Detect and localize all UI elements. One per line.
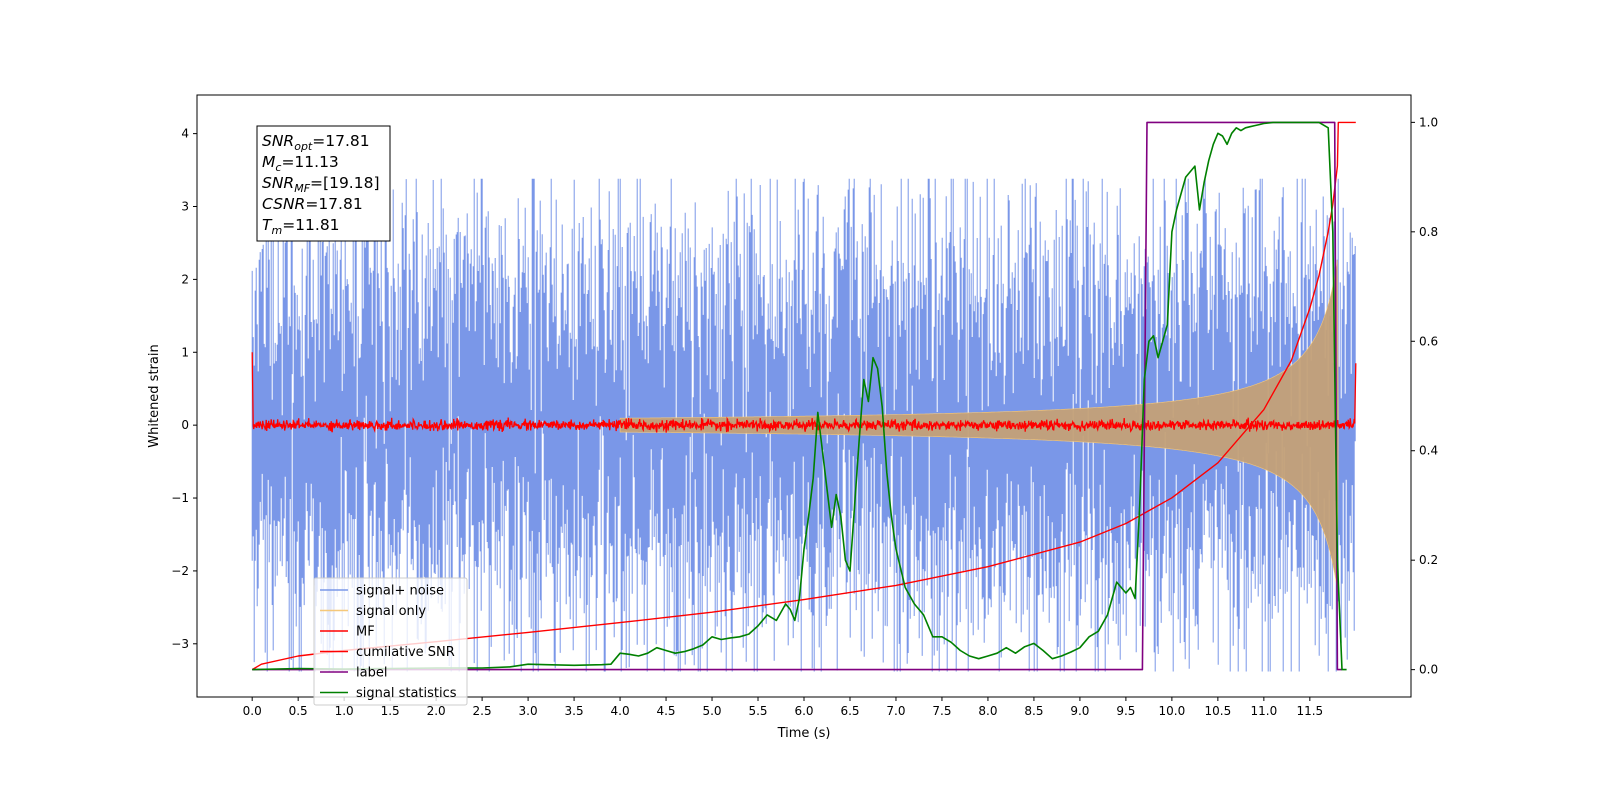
y-axis: −3 −2 −1 0 1 2 3 4	[171, 127, 197, 651]
x-tick-label: 4.5	[656, 704, 675, 718]
x-tick-label: 3.0	[519, 704, 538, 718]
annotation-snr-mf: SNRMF=[19.18]	[262, 174, 380, 195]
series-signal-noise	[251, 178, 1356, 672]
legend-entry: signal statistics	[356, 686, 457, 701]
x-tick-label: 1.0	[335, 704, 354, 718]
y2-tick-label: 0.8	[1419, 225, 1438, 239]
series-mf	[251, 352, 1357, 434]
legend-entry: signal only	[356, 604, 426, 619]
y-tick-label: −1	[171, 491, 189, 505]
y-tick-label: 2	[181, 272, 189, 286]
x-axis-label: Time (s)	[777, 726, 831, 741]
x-tick-label: 5.0	[702, 704, 721, 718]
x-tick-label: 1.5	[381, 704, 400, 718]
x-tick-label: 11.5	[1296, 704, 1323, 718]
x-tick-label: 6.5	[840, 704, 859, 718]
x-tick-label: 4.0	[611, 704, 630, 718]
y-tick-label: −3	[171, 637, 189, 651]
x-tick-label: 3.5	[565, 704, 584, 718]
x-tick-label: 8.0	[978, 704, 997, 718]
y2-tick-label: 0.4	[1419, 444, 1438, 458]
y-tick-label: 0	[181, 418, 189, 432]
series-signal-statistics	[252, 121, 1347, 671]
legend-frame	[313, 577, 468, 706]
x-tick-label: 10.5	[1205, 704, 1232, 718]
y-tick-label: 4	[181, 127, 189, 141]
x-tick-label: 5.5	[748, 704, 767, 718]
x-tick-label: 7.5	[932, 704, 951, 718]
y2-tick-label: 0.6	[1419, 334, 1438, 348]
y-tick-label: 1	[181, 345, 189, 359]
legend-entry: label	[356, 666, 387, 681]
y2-axis: 0.0 0.2 0.4 0.6 0.8 1.0	[1411, 115, 1438, 677]
annotation-csnr: CSNR=17.81	[262, 195, 363, 213]
y2-tick-label: 0.2	[1419, 553, 1438, 567]
series-label	[252, 121, 1342, 671]
annotation-snr-opt: SNRopt=17.81	[262, 132, 370, 153]
x-tick-label: 0.0	[243, 704, 262, 718]
x-tick-label: 2.0	[427, 704, 446, 718]
legend-entry: MF	[356, 625, 375, 640]
x-tick-label: 7.0	[886, 704, 905, 718]
y2-tick-label: 1.0	[1419, 115, 1438, 129]
annotation-box: SNRopt=17.81Mc=11.13SNRMF=[19.18]CSNR=17…	[256, 125, 391, 242]
annotation-mc: Mc=11.13	[262, 153, 339, 174]
y-tick-label: −2	[171, 564, 189, 578]
x-tick-label: 8.5	[1024, 704, 1043, 718]
x-tick-label: 10.0	[1159, 704, 1186, 718]
y-axis-label: Whitened strain	[147, 344, 162, 447]
y2-tick-label: 0.0	[1419, 663, 1438, 677]
x-tick-label: 9.5	[1116, 704, 1135, 718]
annotation-tm: Tm=11.81	[262, 216, 340, 237]
legend: signal+ noise signal only MF cumilative SNR…	[313, 577, 468, 706]
legend-entry: cumilative SNR	[356, 645, 455, 660]
annotation-frame	[256, 125, 391, 242]
x-tick-label: 6.0	[794, 704, 813, 718]
x-tick-label: 2.5	[473, 704, 492, 718]
x-tick-label: 0.5	[289, 704, 308, 718]
x-axis: 0.0 0.5 1.0 1.5 2.0 2.5 3.0 3.5 4.0 4.5 5.0 5.5 6.0 6…	[243, 697, 1323, 718]
x-tick-label: 9.0	[1070, 704, 1089, 718]
y-tick-label: 3	[181, 200, 189, 214]
x-tick-label: 11.0	[1250, 704, 1277, 718]
legend-entry: signal+ noise	[356, 584, 444, 599]
